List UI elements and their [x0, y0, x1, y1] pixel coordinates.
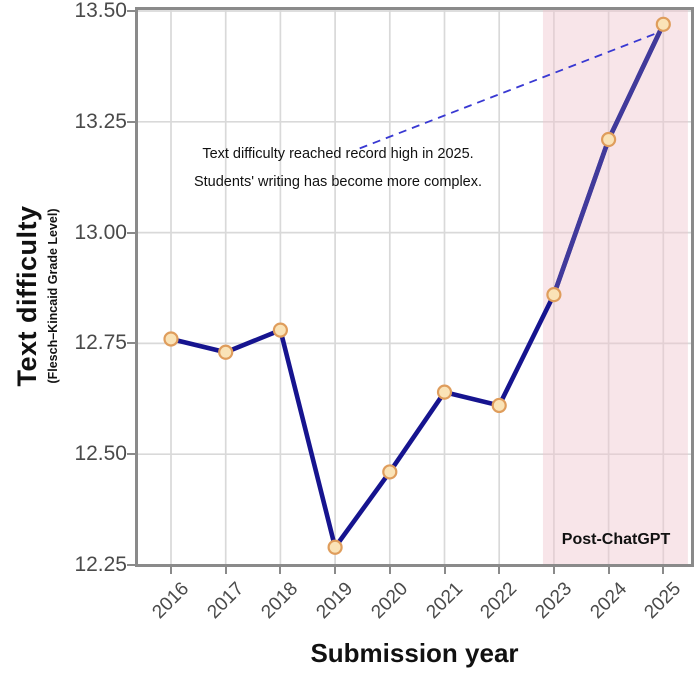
x-tick-mark: [279, 567, 282, 574]
plot-area: [138, 10, 691, 564]
annotation-line-1: Text difficulty reached record high in 2…: [202, 146, 474, 162]
y-tick-mark: [127, 453, 135, 456]
x-tick-mark: [334, 567, 337, 574]
data-point: [382, 464, 398, 480]
x-tick-mark: [388, 567, 391, 574]
data-point: [436, 384, 453, 400]
x-tick-mark: [170, 567, 172, 574]
annotation-pointer-line: [359, 32, 658, 150]
annotation-line-2: Students' writing has become more comple…: [193, 173, 483, 190]
x-tick-mark: [607, 567, 610, 574]
y-tick-label: 13.50: [74, 0, 127, 22]
data-point: [546, 287, 562, 303]
data-point: [163, 331, 179, 347]
y-tick-mark: [127, 342, 135, 345]
post-chatgpt-band: [542, 10, 688, 564]
y-tick-label: 13.00: [74, 220, 127, 244]
data-point: [218, 344, 234, 360]
x-tick-mark: [498, 567, 501, 574]
x-tick-mark: [224, 567, 227, 574]
x-tick-label: 2024: [585, 578, 631, 624]
y-tick-mark: [127, 564, 135, 566]
x-tick-label: 2025: [640, 578, 686, 624]
data-point: [491, 397, 507, 414]
x-tick-label: 2016: [148, 578, 194, 624]
data-point: [327, 539, 343, 555]
x-tick-label: 2019: [312, 578, 358, 624]
y-tick-mark: [127, 120, 135, 123]
y-tick-label: 12.75: [74, 331, 127, 355]
x-tick-label: 2022: [476, 578, 522, 624]
x-tick-mark: [662, 567, 665, 574]
y-tick-label: 13.25: [74, 109, 127, 133]
x-tick-mark: [552, 567, 555, 574]
post-chatgpt-label: Post-ChatGPT: [561, 531, 671, 548]
data-point: [601, 131, 617, 148]
y-tick-label: 12.50: [74, 442, 127, 466]
x-tick-label: 2020: [367, 578, 412, 624]
y-tick-mark: [127, 10, 135, 12]
data-point: [655, 16, 671, 32]
x-tick-label: 2023: [531, 578, 577, 624]
x-axis-title: Submission year: [310, 638, 519, 668]
x-tick-mark: [443, 567, 446, 574]
annotation-text: Text difficulty reached record high in 2…: [150, 141, 526, 196]
x-tick-label: 2021: [421, 578, 467, 624]
x-tick-label: 2017: [203, 578, 248, 624]
y-axis-title-main: Text difficulty: [12, 205, 42, 387]
y-tick-mark: [127, 231, 135, 234]
y-tick-label: 12.25: [74, 553, 127, 576]
x-tick-label: 2018: [257, 578, 303, 624]
plot-panel: [135, 7, 694, 567]
data-point: [272, 322, 288, 338]
